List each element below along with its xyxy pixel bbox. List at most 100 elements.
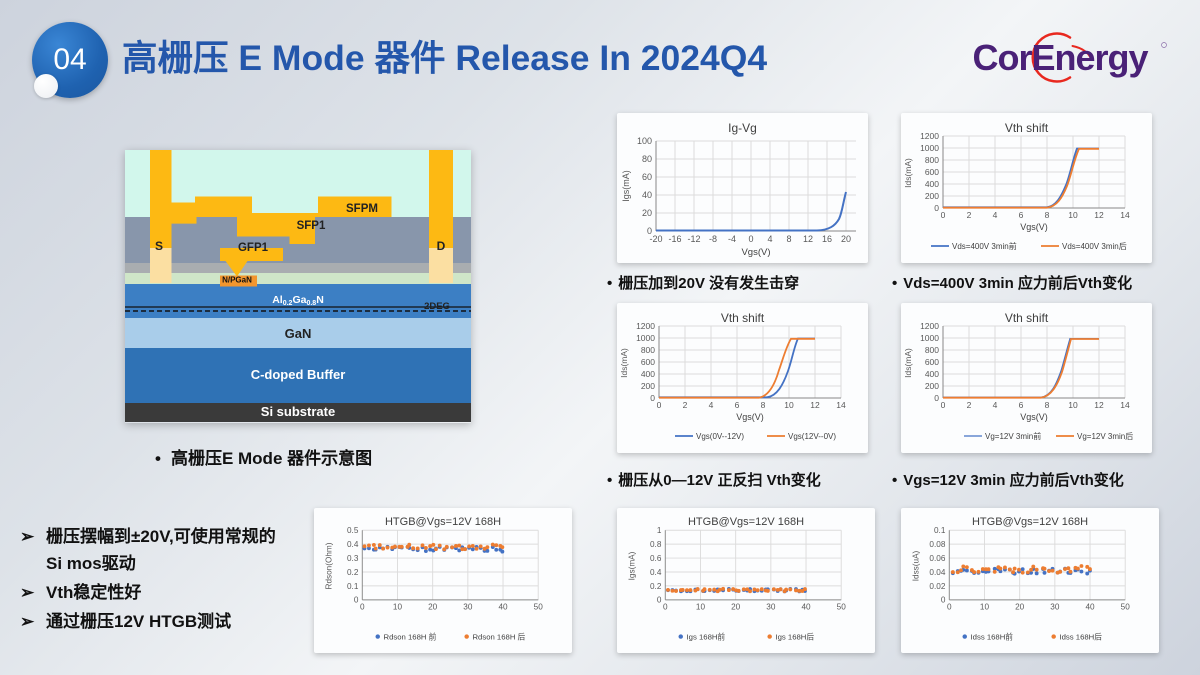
svg-text:Ids(mA): Ids(mA): [903, 348, 913, 378]
svg-text:100: 100: [637, 136, 652, 146]
svg-text:800: 800: [641, 345, 655, 355]
svg-text:0: 0: [941, 210, 946, 220]
svg-text:4: 4: [993, 400, 998, 410]
svg-text:6: 6: [1019, 400, 1024, 410]
svg-text:Ids(mA): Ids(mA): [619, 348, 629, 378]
svg-text:Vds=400V 3min后: Vds=400V 3min后: [1062, 241, 1127, 251]
svg-text:2: 2: [967, 210, 972, 220]
svg-text:-4: -4: [728, 234, 736, 244]
svg-text:0.08: 0.08: [929, 540, 945, 549]
svg-text:Rdson 168H 前: Rdson 168H 前: [384, 631, 437, 641]
svg-text:200: 200: [925, 191, 939, 201]
svg-text:Vg=12V 3min后: Vg=12V 3min后: [1077, 431, 1133, 441]
svg-text:2DEG: 2DEG: [424, 301, 450, 312]
svg-text:14: 14: [1120, 400, 1130, 410]
svg-text:20: 20: [1015, 603, 1025, 612]
svg-text:800: 800: [925, 345, 939, 355]
svg-text:Idss 168H后: Idss 168H后: [1059, 631, 1102, 641]
svg-text:8: 8: [1045, 210, 1050, 220]
svg-text:2: 2: [683, 400, 688, 410]
svg-text:GaN: GaN: [285, 326, 312, 341]
svg-text:-20: -20: [649, 234, 662, 244]
svg-text:6: 6: [1019, 210, 1024, 220]
svg-text:Rdson(Ohm): Rdson(Ohm): [324, 542, 333, 589]
svg-text:80: 80: [642, 154, 652, 164]
svg-text:30: 30: [463, 603, 473, 612]
svg-text:C-doped Buffer: C-doped Buffer: [251, 367, 346, 382]
svg-text:10: 10: [1068, 400, 1078, 410]
svg-text:-12: -12: [687, 234, 700, 244]
svg-text:20: 20: [428, 603, 438, 612]
svg-text:2: 2: [967, 400, 972, 410]
svg-text:40: 40: [801, 603, 811, 612]
svg-text:10: 10: [696, 603, 706, 612]
svg-text:Igs(mA): Igs(mA): [627, 551, 636, 580]
svg-text:40: 40: [1085, 603, 1095, 612]
svg-text:30: 30: [766, 603, 776, 612]
svg-text:8: 8: [761, 400, 766, 410]
svg-text:20: 20: [841, 234, 851, 244]
svg-text:50: 50: [534, 603, 544, 612]
svg-text:0: 0: [934, 393, 939, 403]
svg-text:SFP1: SFP1: [297, 220, 326, 232]
svg-text:50: 50: [837, 603, 847, 612]
svg-text:4: 4: [767, 234, 772, 244]
svg-text:0: 0: [657, 400, 662, 410]
svg-text:12: 12: [810, 400, 820, 410]
svg-text:0.4: 0.4: [347, 540, 359, 549]
svg-text:12: 12: [1094, 210, 1104, 220]
svg-text:0.2: 0.2: [347, 568, 359, 577]
svg-text:10: 10: [980, 603, 990, 612]
svg-text:Idss 168H前: Idss 168H前: [971, 631, 1014, 641]
svg-text:600: 600: [641, 357, 655, 367]
svg-text:30: 30: [1050, 603, 1060, 612]
svg-text:Idss(uA): Idss(uA): [911, 550, 920, 581]
svg-text:400: 400: [925, 179, 939, 189]
svg-text:Igs 168H前: Igs 168H前: [687, 631, 726, 641]
svg-text:8: 8: [786, 234, 791, 244]
svg-text:0: 0: [934, 203, 939, 213]
svg-text:0.3: 0.3: [347, 554, 359, 563]
svg-text:Igs(mA): Igs(mA): [621, 170, 631, 202]
svg-text:800: 800: [925, 155, 939, 165]
svg-text:50: 50: [1121, 603, 1131, 612]
svg-text:Igs 168H后: Igs 168H后: [775, 631, 814, 641]
svg-text:1000: 1000: [920, 143, 939, 153]
svg-text:Vgs(0V--12V): Vgs(0V--12V): [696, 432, 744, 441]
svg-text:20: 20: [642, 208, 652, 218]
svg-text:1000: 1000: [920, 333, 939, 343]
svg-text:40: 40: [498, 603, 508, 612]
svg-text:60: 60: [642, 172, 652, 182]
svg-text:0.02: 0.02: [929, 582, 945, 591]
svg-text:0: 0: [354, 596, 359, 605]
svg-text:0.8: 0.8: [650, 540, 662, 549]
svg-text:Vgs(V): Vgs(V): [1020, 222, 1048, 232]
svg-text:600: 600: [925, 167, 939, 177]
svg-text:D: D: [437, 239, 446, 253]
svg-text:0.4: 0.4: [650, 568, 662, 577]
svg-text:12: 12: [1094, 400, 1104, 410]
svg-text:0: 0: [947, 603, 952, 612]
svg-text:6: 6: [735, 400, 740, 410]
svg-text:400: 400: [641, 369, 655, 379]
svg-text:16: 16: [822, 234, 832, 244]
svg-text:Vg=12V 3min前: Vg=12V 3min前: [985, 431, 1041, 441]
svg-text:200: 200: [925, 381, 939, 391]
svg-text:Ids(mA): Ids(mA): [903, 158, 913, 188]
svg-text:10: 10: [784, 400, 794, 410]
svg-text:10: 10: [393, 603, 403, 612]
svg-text:S: S: [155, 239, 163, 253]
svg-text:0.06: 0.06: [929, 554, 945, 563]
svg-text:400: 400: [925, 369, 939, 379]
svg-text:0.1: 0.1: [347, 582, 359, 591]
svg-text:-8: -8: [709, 234, 717, 244]
svg-text:Vgs(V): Vgs(V): [741, 247, 770, 258]
svg-text:Rdson 168H 后: Rdson 168H 后: [472, 631, 525, 641]
svg-text:GFP1: GFP1: [238, 242, 269, 254]
svg-text:12: 12: [803, 234, 813, 244]
svg-text:0: 0: [360, 603, 365, 612]
svg-text:14: 14: [1120, 210, 1130, 220]
svg-text:4: 4: [993, 210, 998, 220]
svg-text:1000: 1000: [636, 333, 655, 343]
svg-text:600: 600: [925, 357, 939, 367]
